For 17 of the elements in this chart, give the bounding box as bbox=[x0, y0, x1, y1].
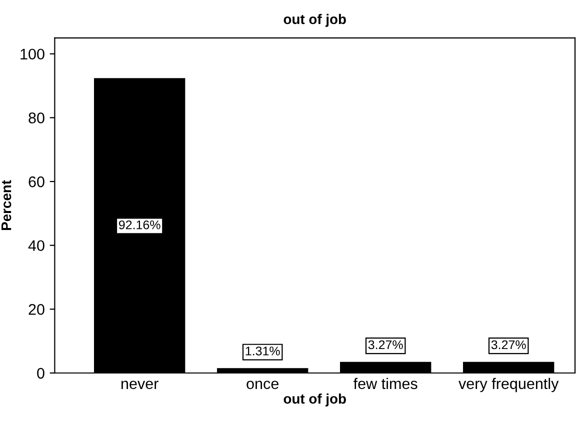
y-tick-label: 40 bbox=[28, 240, 44, 252]
y-tick-label: 20 bbox=[28, 304, 44, 315]
chart-title: out of job bbox=[284, 14, 346, 27]
data-label: 92.16% bbox=[118, 220, 160, 230]
data-label: 3.27% bbox=[368, 340, 403, 350]
y-tick-label: 60 bbox=[28, 176, 44, 188]
y-tick-label: 100 bbox=[20, 48, 44, 60]
data-label: 3.27% bbox=[491, 340, 526, 350]
x-tick-label: very frequently bbox=[458, 378, 559, 392]
x-tick-label: few times bbox=[354, 378, 418, 390]
data-label: 1.31% bbox=[246, 346, 280, 356]
x-axis-title: out of job bbox=[284, 394, 346, 406]
y-tick-label: 80 bbox=[28, 112, 44, 124]
x-tick-label: once bbox=[246, 380, 278, 390]
x-tick-label: never bbox=[121, 380, 158, 390]
y-tick-label: 0 bbox=[37, 368, 44, 379]
y-axis-title: Percent bbox=[2, 180, 12, 230]
